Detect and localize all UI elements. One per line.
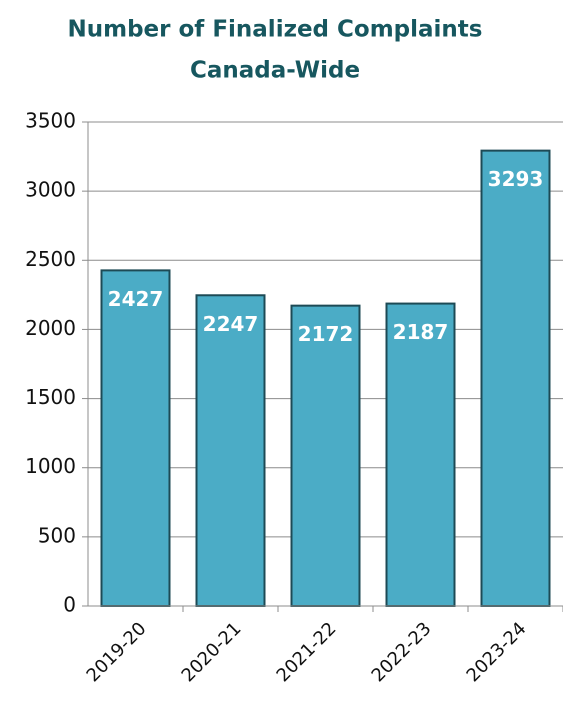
- y-tick-label: 3000: [25, 178, 76, 202]
- bar: [100, 269, 171, 607]
- chart-title: Canada-Wide: [190, 58, 360, 84]
- x-tick-label: 2021-22: [273, 618, 341, 686]
- bar: [480, 149, 551, 607]
- y-tick-label: 500: [38, 523, 76, 547]
- data-label: 2247: [203, 312, 259, 336]
- data-label: 2187: [393, 320, 449, 344]
- data-label: 2427: [108, 287, 164, 311]
- x-tick-label: 2022-23: [368, 618, 436, 686]
- bar: [385, 302, 456, 607]
- chart-title: Number of Finalized Complaints: [68, 17, 483, 43]
- x-tick-label: 2023-24: [463, 618, 531, 686]
- bar: [290, 304, 361, 607]
- y-tick-label: 2500: [25, 247, 76, 271]
- y-tick-label: 2000: [25, 316, 76, 340]
- data-label: 3293: [488, 167, 544, 191]
- y-tick-label: 1500: [25, 385, 76, 409]
- x-tick-label: 2020-21: [178, 618, 246, 686]
- y-tick-label: 1000: [25, 454, 76, 478]
- y-tick-label: 0: [63, 593, 76, 617]
- data-label: 2172: [298, 322, 354, 346]
- bar: [195, 294, 266, 607]
- x-tick-label: 2019-20: [83, 618, 151, 686]
- y-tick-label: 3500: [25, 109, 76, 133]
